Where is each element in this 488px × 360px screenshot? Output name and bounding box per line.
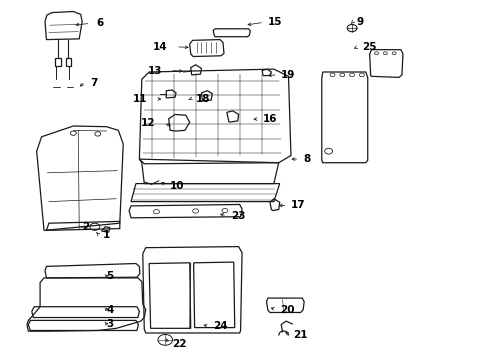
Text: 19: 19 xyxy=(281,70,295,80)
Text: 5: 5 xyxy=(106,271,114,282)
Text: 7: 7 xyxy=(90,78,98,88)
Text: 12: 12 xyxy=(141,118,155,128)
Text: 15: 15 xyxy=(267,17,282,27)
Text: 20: 20 xyxy=(279,305,294,315)
Text: 22: 22 xyxy=(172,339,186,349)
Text: 25: 25 xyxy=(361,42,376,52)
Text: 3: 3 xyxy=(106,319,114,329)
Text: 11: 11 xyxy=(133,94,147,104)
Text: 6: 6 xyxy=(97,18,104,28)
Text: 13: 13 xyxy=(147,66,162,76)
Text: 9: 9 xyxy=(356,17,364,27)
Text: 21: 21 xyxy=(293,330,307,340)
Text: 10: 10 xyxy=(170,181,184,191)
Text: 2: 2 xyxy=(82,222,89,232)
Text: 23: 23 xyxy=(230,211,245,221)
Text: 8: 8 xyxy=(303,154,310,164)
Text: 17: 17 xyxy=(290,200,305,210)
Text: 14: 14 xyxy=(152,42,167,52)
Text: 24: 24 xyxy=(212,321,227,331)
Text: 18: 18 xyxy=(195,94,210,104)
Text: 16: 16 xyxy=(263,114,277,124)
Text: 1: 1 xyxy=(102,230,110,240)
Text: 4: 4 xyxy=(106,305,114,315)
